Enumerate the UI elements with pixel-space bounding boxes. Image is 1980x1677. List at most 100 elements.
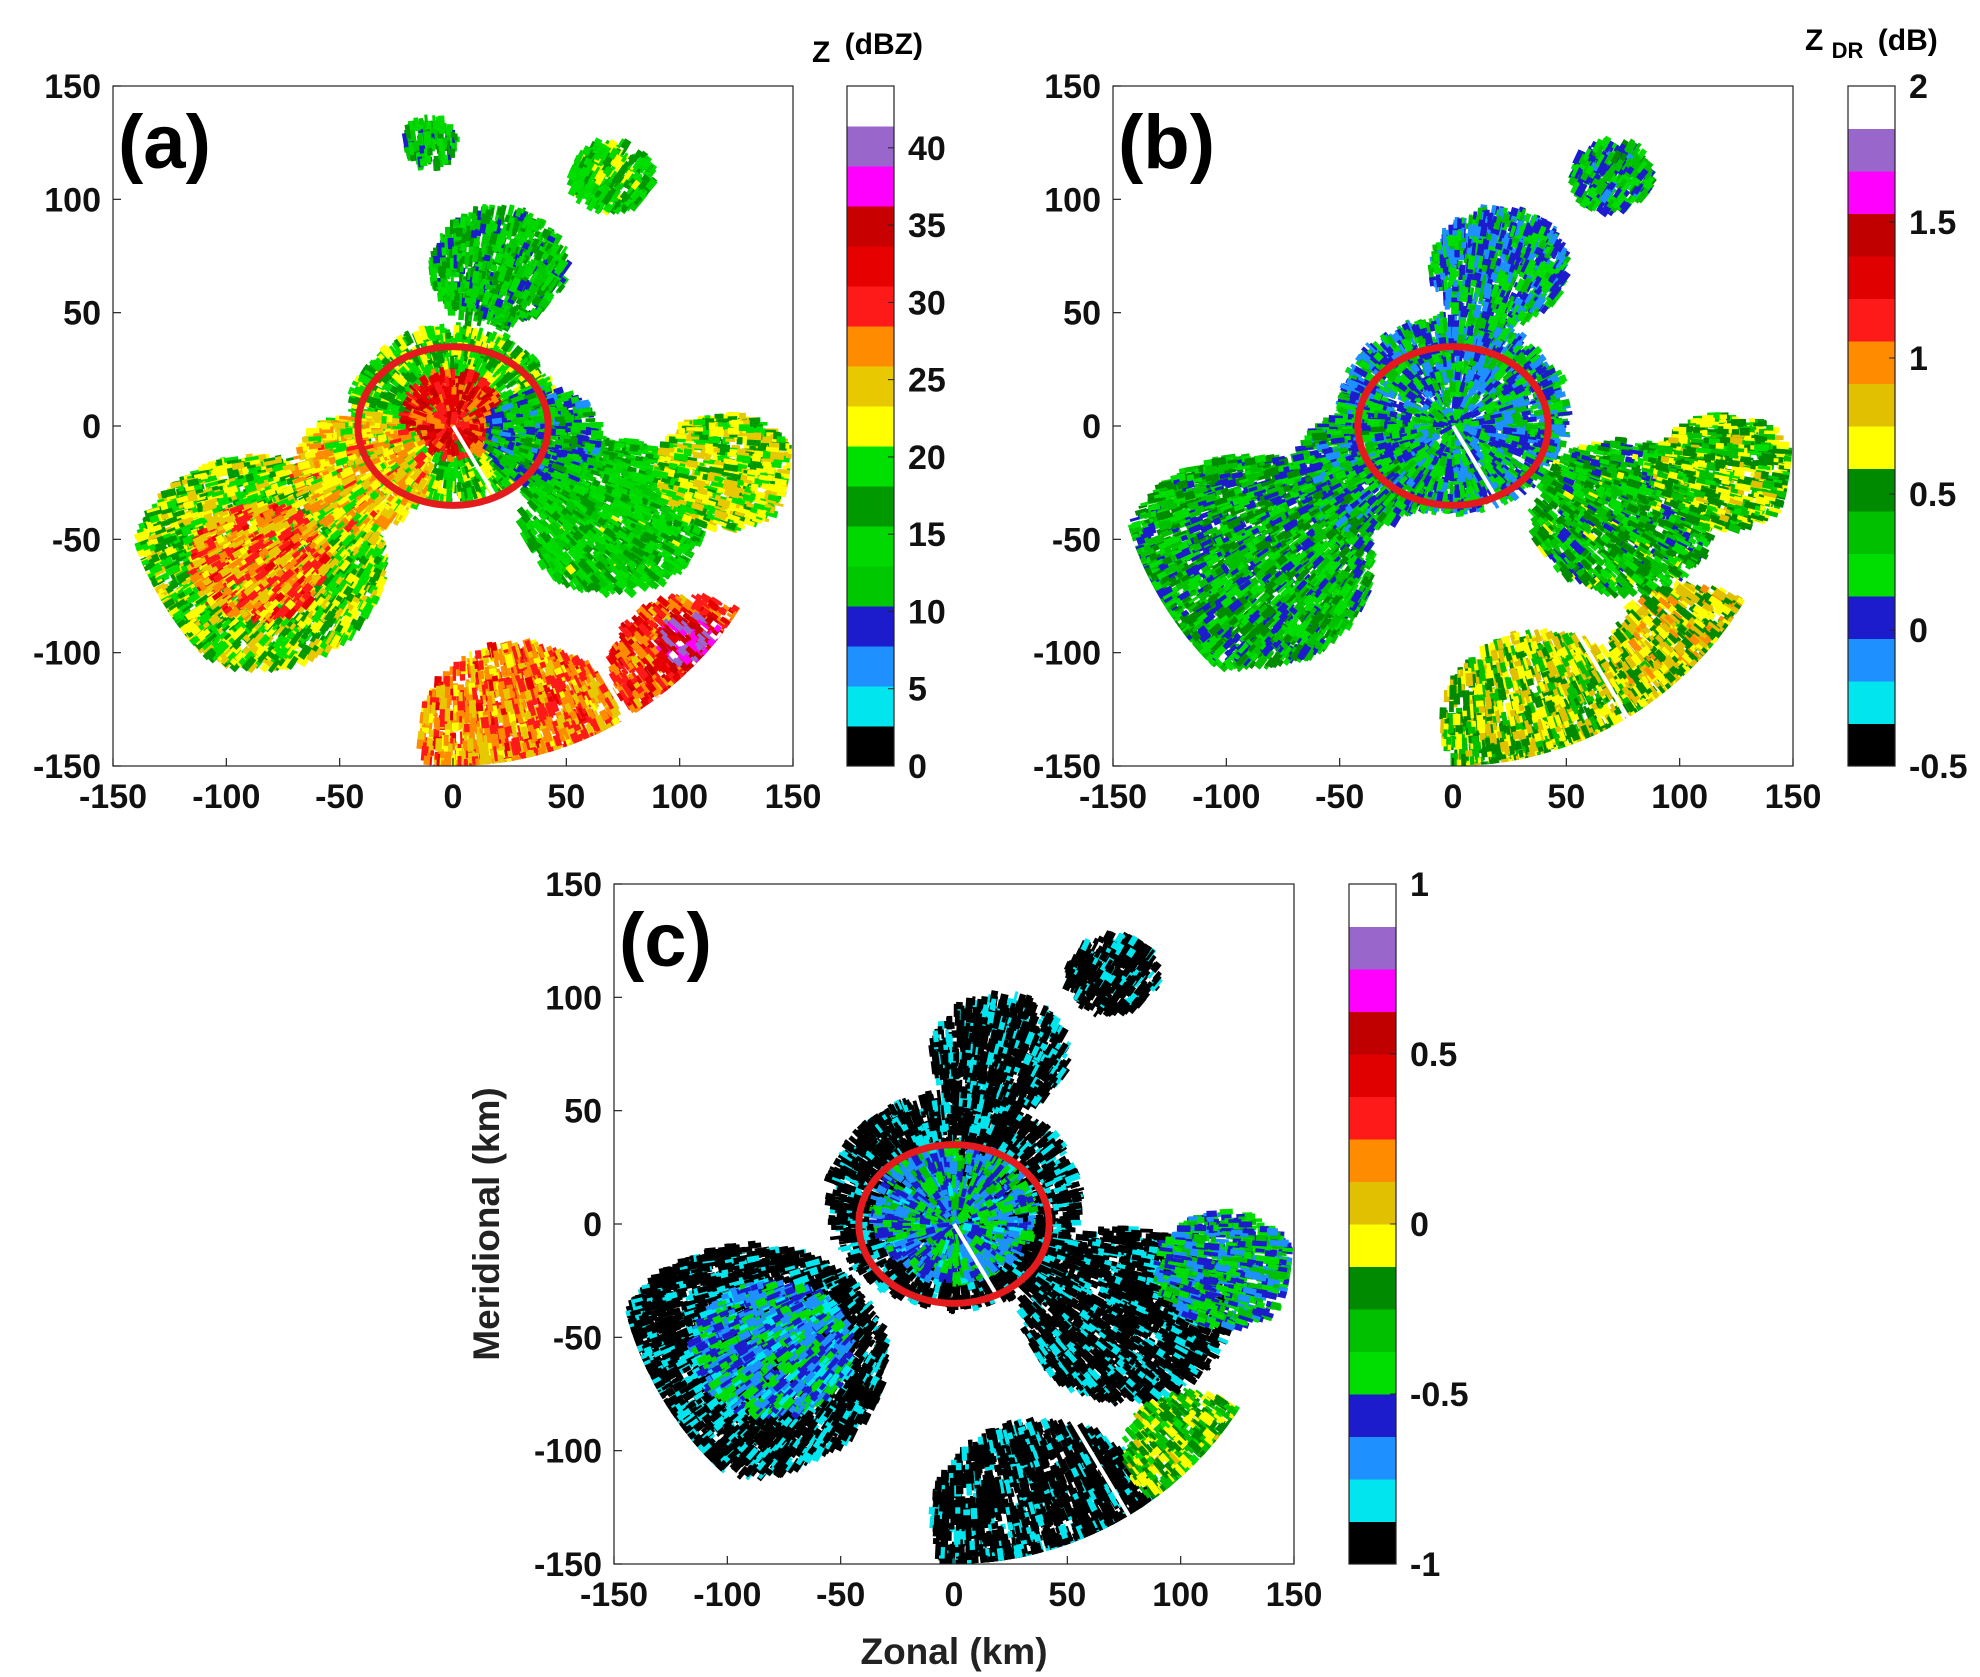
echo-region	[1527, 436, 1722, 600]
colorbar-tick-label: 1	[1909, 340, 1928, 378]
colorbar-bin	[1848, 86, 1895, 129]
x-tick-label: 150	[765, 778, 822, 816]
boundary-line	[1544, 340, 1698, 385]
y-tick-label: -150	[534, 1546, 602, 1584]
boundary-line	[1253, 1439, 1271, 1552]
y-tick-label: -100	[534, 1433, 602, 1471]
colorbar-bin	[1349, 926, 1396, 970]
y-tick-label: 50	[564, 1093, 602, 1131]
panel-b-colorbar-title-main: Z	[1805, 24, 1823, 57]
y-tick-label: -150	[33, 748, 101, 786]
colorbar-bin	[847, 406, 894, 447]
echo-field	[614, 930, 1294, 1564]
colorbar-bin	[1848, 298, 1895, 342]
y-tick-label: 0	[1082, 408, 1101, 446]
colorbar-tick-label: 15	[908, 516, 946, 554]
colorbar-bin	[1349, 1479, 1396, 1522]
x-tick-label: 100	[1152, 1576, 1209, 1614]
boundary-line	[752, 641, 770, 754]
colorbar-bin	[847, 526, 894, 567]
panel-b: -150 -100 -50 0 50 100 150150100500-50-100-150…	[1033, 24, 1968, 816]
colorbar-bin	[1848, 468, 1895, 512]
echo-region	[1016, 1225, 1233, 1407]
colorbar-tick-label: 20	[908, 439, 946, 477]
colorbar-tick-label: 10	[908, 593, 946, 631]
echo-region	[868, 1139, 1040, 1287]
colorbar-bin	[847, 646, 894, 687]
panel-a-label: (a)	[118, 100, 211, 185]
x-tick-label: -50	[816, 1576, 865, 1614]
colorbar-bin	[847, 486, 894, 527]
colorbar-bin	[1848, 511, 1895, 554]
echo-region	[928, 1416, 1162, 1564]
echo-region	[289, 410, 435, 536]
panel-a-plot-area	[128, 86, 793, 766]
boundary-line	[131, 186, 176, 216]
colorbar-tick-label: 0.5	[1909, 476, 1956, 514]
colorbar-bin	[847, 166, 894, 207]
colorbar-bin	[1349, 1096, 1396, 1140]
colorbar-bin	[1848, 723, 1895, 767]
y-tick-label: 50	[63, 295, 101, 333]
x-tick-label: -100	[192, 778, 260, 816]
colorbar-bin	[1349, 1181, 1396, 1225]
colorbar-bin	[1349, 1521, 1396, 1565]
panel-b-plot-area	[1118, 86, 1793, 766]
colorbar-bin	[1349, 1011, 1396, 1055]
x-tick-label: 100	[651, 778, 708, 816]
x-tick-label: -150	[580, 1576, 648, 1614]
x-tick-label: -150	[79, 778, 147, 816]
panel-a-colorbar-title: Z (dBZ)	[812, 28, 923, 69]
colorbar-bin	[847, 366, 894, 407]
colorbar-bin	[847, 86, 894, 127]
colorbar-bin	[1848, 256, 1895, 299]
panel-a-colorbar-title-unit: (dBZ)	[845, 28, 923, 61]
x-tick-label: 0	[945, 1576, 964, 1614]
boundary-line	[1680, 86, 1793, 267]
highlight-ellipse	[855, 1141, 1053, 1307]
colorbar-tick-label: 2	[1909, 68, 1928, 106]
boundary-line	[1752, 641, 1770, 754]
colorbar-tick-label: 1.5	[1909, 204, 1956, 242]
y-tick-label: 150	[1044, 68, 1101, 106]
colorbar-bin	[847, 206, 894, 247]
colorbar-bin	[1349, 1139, 1396, 1182]
y-tick-label: 150	[44, 68, 101, 106]
boundary-line	[680, 236, 730, 268]
echo-region	[652, 411, 793, 534]
y-tick-label: -50	[52, 521, 101, 559]
y-tick-label: 100	[545, 979, 602, 1017]
echo-region	[1567, 135, 1657, 218]
panel-a-colorbar-title-main: Z	[812, 36, 830, 69]
colorbar-bin	[1349, 1266, 1396, 1310]
panel-b-colorbar-title-sub: DR	[1832, 38, 1864, 63]
boundary-line	[680, 86, 793, 267]
y-tick-label: 50	[1063, 295, 1101, 333]
colorbar-tick-label: 5	[908, 671, 927, 709]
panel-b-axes: -150 -100 -50 0 50 100 150 150 100 50 0 -50 -100 -150	[1033, 68, 1821, 816]
boundary-line	[623, 86, 793, 301]
y-tick-label: -100	[1033, 635, 1101, 673]
y-tick-label: 150	[545, 866, 602, 904]
echo-region	[566, 137, 658, 216]
colorbar-bin	[847, 326, 894, 367]
colorbar-tick-label: 0	[1410, 1206, 1429, 1244]
panel-c: -150 -100 -50 0 50 100 150150100500-50-100-150…	[466, 866, 1469, 1672]
colorbar-bin	[1848, 383, 1895, 427]
colorbar-tick-label: 35	[908, 207, 946, 245]
highlight-ellipse	[1354, 343, 1552, 509]
echo-region	[401, 114, 460, 172]
panel-a-colorbar: 0 5 10 15 20 25 30 35 40	[846, 85, 946, 786]
colorbar-bin	[1848, 681, 1895, 724]
panel-b-colorbar-title-unit: (dB)	[1878, 24, 1938, 57]
y-tick-label: -50	[1052, 521, 1101, 559]
x-tick-label: 50	[1547, 778, 1585, 816]
colorbar-tick-label: 0.5	[1410, 1036, 1457, 1074]
echo-region	[686, 1277, 857, 1421]
y-tick-label: 0	[583, 1206, 602, 1244]
echo-region	[1651, 412, 1793, 535]
panel-c-colorbar: -1 -0.5 0 0.5 1	[1348, 866, 1469, 1584]
panel-b-label: (b)	[1118, 100, 1215, 185]
colorbar-tick-label: 0	[908, 748, 927, 786]
colorbar-bin	[1349, 1351, 1396, 1395]
